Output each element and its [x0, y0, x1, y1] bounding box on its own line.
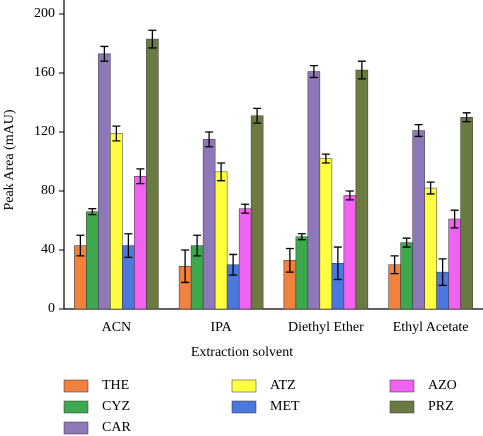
x-axis-label: Extraction solvent — [191, 345, 293, 360]
error-bar — [390, 255, 399, 275]
x-tick-label: Diethyl Ether — [288, 320, 364, 335]
error-bar — [217, 162, 226, 182]
legend-swatch — [231, 400, 257, 414]
y-tick-label: 120 — [34, 124, 55, 139]
y-tick-label: 0 — [48, 301, 55, 316]
bar — [238, 208, 252, 310]
error-bar — [241, 203, 250, 214]
bar — [214, 171, 228, 310]
error-bar — [76, 234, 85, 257]
error-bar — [205, 131, 214, 148]
error-bar — [402, 237, 411, 248]
error-bar — [124, 233, 133, 259]
bar — [448, 218, 461, 310]
legend-label: CYZ — [102, 399, 130, 414]
error-bar — [285, 247, 294, 273]
error-bar — [426, 181, 435, 195]
x-tick-label: Ethyl Acetate — [393, 320, 469, 335]
bar — [98, 53, 111, 310]
error-bar — [414, 123, 423, 138]
error-bar — [345, 190, 354, 201]
bar — [134, 176, 147, 310]
legend-label: CAR — [102, 420, 131, 435]
error-bar — [181, 249, 190, 284]
error-bar — [136, 168, 145, 185]
y-tick-label: 160 — [34, 65, 55, 80]
error-bar — [148, 29, 157, 49]
y-tick-label: 80 — [41, 183, 55, 198]
bar — [424, 187, 437, 310]
legend-swatch — [231, 379, 257, 393]
legend-swatch — [63, 400, 89, 414]
error-bar — [450, 209, 459, 229]
bar — [412, 130, 425, 310]
legend-label: PRZ — [428, 399, 454, 414]
bar — [400, 242, 413, 310]
error-bar — [438, 258, 447, 287]
error-bar — [88, 208, 97, 216]
bar — [355, 69, 369, 310]
legend-label: MET — [270, 399, 300, 414]
error-bar — [229, 253, 238, 276]
legend-label: THE — [102, 378, 129, 393]
y-tick-label: 40 — [41, 242, 55, 257]
error-bar — [253, 107, 262, 124]
legend-label: ATZ — [270, 378, 296, 393]
bar — [307, 71, 321, 310]
error-bar — [357, 60, 366, 80]
bar — [202, 139, 216, 310]
bar — [343, 195, 357, 310]
error-bar — [309, 64, 318, 79]
bar — [319, 158, 333, 310]
legend-swatch — [63, 379, 89, 393]
error-bar — [297, 233, 306, 241]
error-bar — [333, 246, 342, 281]
legend-swatch — [63, 421, 89, 435]
x-tick-label: ACN — [102, 320, 132, 335]
legend-swatch — [389, 400, 415, 414]
bar — [295, 236, 309, 310]
y-axis-label: Peak Area (mAU) — [2, 109, 17, 210]
bar — [460, 117, 473, 310]
error-bar — [112, 125, 121, 142]
error-bar — [462, 112, 471, 123]
error-bar — [100, 45, 109, 62]
error-bar — [193, 234, 202, 257]
x-tick-label: IPA — [210, 320, 232, 335]
error-bar — [321, 153, 330, 164]
bar — [110, 133, 123, 310]
y-tick-label: 200 — [34, 6, 55, 21]
legend-label: AZO — [428, 378, 457, 393]
bar — [86, 211, 99, 310]
bar — [146, 38, 159, 310]
bar — [250, 115, 264, 310]
legend-swatch — [389, 379, 415, 393]
